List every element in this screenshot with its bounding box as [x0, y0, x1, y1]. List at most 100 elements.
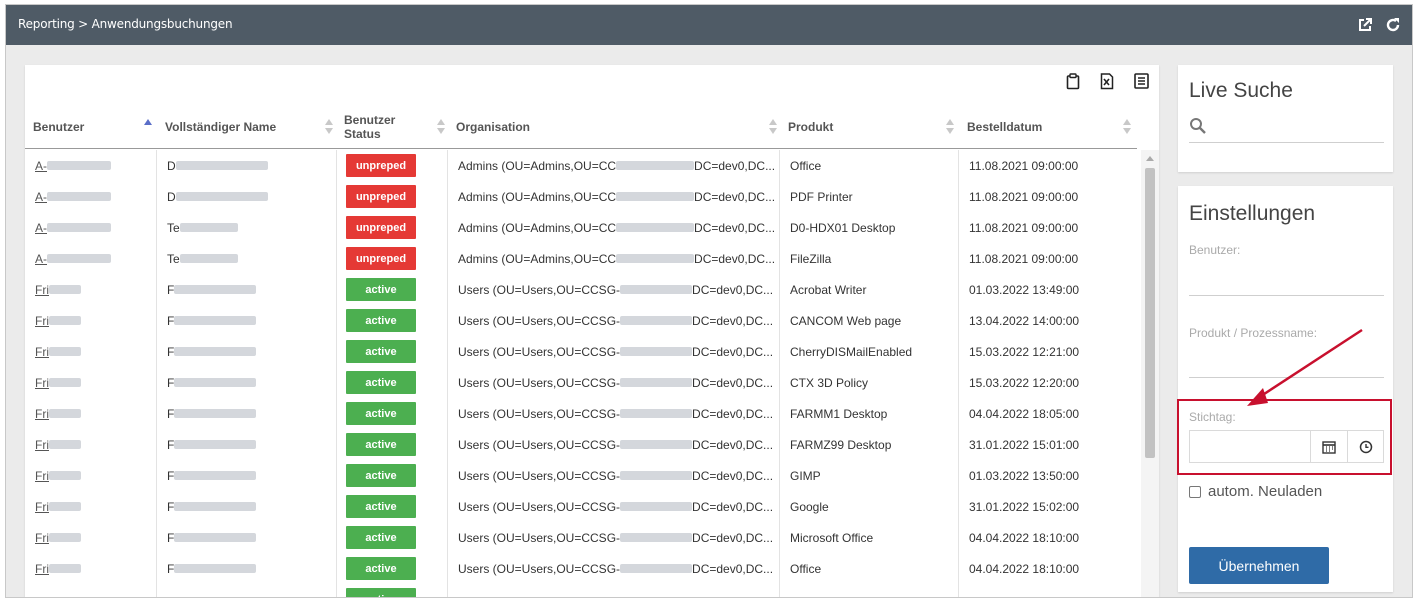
- redacted-text: [174, 502, 257, 511]
- user-link[interactable]: Fri: [35, 313, 49, 328]
- settings-title: Einstellungen: [1189, 202, 1316, 225]
- product-text: FARMZ99 Desktop: [790, 437, 892, 452]
- scrollbar-thumb[interactable]: [1145, 168, 1155, 458]
- product-cell: CANCOM Web page: [790, 305, 956, 336]
- organisation-cell: Admins (OU=Admins,OU=CC DC=dev0,DC...: [458, 212, 776, 243]
- full-name-cell: F: [167, 398, 335, 429]
- user-link[interactable]: Fri: [35, 344, 49, 359]
- product-text: PDF Printer: [790, 189, 853, 204]
- redacted-text: [620, 564, 693, 573]
- status-cell: active: [346, 491, 446, 522]
- redacted-text: [174, 409, 257, 418]
- redacted-text: [174, 440, 257, 449]
- calendar-icon[interactable]: [1310, 431, 1347, 462]
- sort-icon: [1123, 119, 1131, 135]
- order-date-cell: 11.08.2021 09:00:00: [969, 150, 1134, 181]
- full-name-text: D: [167, 189, 176, 204]
- user-cell: Fri: [35, 491, 153, 522]
- column-header-benutzer-status[interactable]: Benutzer Status: [344, 105, 451, 149]
- redacted-text: [174, 471, 257, 480]
- status-badge: unpreped: [346, 185, 416, 208]
- order-date-cell: [969, 584, 1134, 597]
- redacted-text: [620, 533, 693, 542]
- user-link[interactable]: A-: [35, 220, 47, 235]
- redacted-text: [49, 502, 81, 511]
- redacted-text: [49, 533, 81, 542]
- sort-icon: [946, 119, 954, 135]
- user-link[interactable]: Fri: [35, 499, 49, 514]
- column-header-bestelldatum[interactable]: Bestelldatum: [967, 105, 1137, 149]
- product-cell: [790, 584, 956, 597]
- table-row[interactable]: A- Te unpreped Admins (OU=Admins,OU=CC DC=de…: [25, 243, 1137, 274]
- live-search-input[interactable]: [1215, 117, 1380, 139]
- redacted-text: [174, 378, 257, 387]
- column-header-vollstaendiger-name[interactable]: Vollständiger Name: [165, 105, 339, 149]
- organisation-text-end: DC=dev0,DC...: [692, 468, 774, 483]
- vertical-scrollbar[interactable]: [1141, 150, 1159, 597]
- column-header-produkt[interactable]: Produkt: [788, 105, 960, 149]
- user-link[interactable]: Fri: [35, 530, 49, 545]
- user-link[interactable]: A-: [35, 158, 47, 173]
- organisation-text-start: Users (OU=Users,OU=CCSG-: [458, 344, 621, 359]
- full-name-text: F: [167, 561, 175, 576]
- organisation-cell: Admins (OU=Admins,OU=CC DC=dev0,DC...: [458, 150, 776, 181]
- redacted-text: [174, 285, 257, 294]
- status-cell: active: [346, 553, 446, 584]
- column-divider: [958, 150, 959, 597]
- full-name-cell: Te: [167, 243, 335, 274]
- autoreload-checkbox[interactable]: [1189, 485, 1201, 498]
- column-header-benutzer[interactable]: Benutzer: [33, 105, 158, 149]
- table-row[interactable]: active: [25, 584, 1137, 597]
- user-cell: Fri: [35, 522, 153, 553]
- external-link-icon[interactable]: [1355, 15, 1375, 35]
- organisation-cell: Users (OU=Users,OU=CCSG- DC=dev0,DC...: [458, 553, 776, 584]
- date-input[interactable]: [1194, 435, 1304, 459]
- clipboard-icon[interactable]: [1063, 71, 1083, 91]
- user-cell: Fri: [35, 336, 153, 367]
- list-icon[interactable]: [1131, 71, 1151, 91]
- product-text: Acrobat Writer: [790, 282, 867, 297]
- scroll-up-icon[interactable]: [1146, 156, 1154, 161]
- full-name-cell: F: [167, 522, 335, 553]
- refresh-icon[interactable]: [1383, 15, 1403, 35]
- user-link[interactable]: Fri: [35, 375, 49, 390]
- product-field[interactable]: [1189, 352, 1384, 377]
- product-text: Office: [790, 561, 822, 576]
- column-divider: [447, 150, 448, 597]
- user-link[interactable]: Fri: [35, 468, 49, 483]
- organisation-text-start: Users (OU=Users,OU=CCSG-: [458, 282, 621, 297]
- table-row[interactable]: A- Te unpreped Admins (OU=Admins,OU=CC DC=de…: [25, 212, 1137, 243]
- apply-button[interactable]: Übernehmen: [1189, 547, 1329, 584]
- user-link[interactable]: A-: [35, 189, 47, 204]
- column-header-organisation[interactable]: Organisation: [456, 105, 783, 149]
- user-label: Benutzer:: [1189, 243, 1241, 257]
- organisation-text-start: Admins (OU=Admins,OU=CC: [458, 158, 617, 173]
- clock-icon[interactable]: [1347, 431, 1384, 462]
- user-link[interactable]: Fri: [35, 282, 49, 297]
- organisation-text-end: DC=dev0,DC...: [692, 406, 774, 421]
- user-link[interactable]: Fri: [35, 561, 49, 576]
- user-link[interactable]: Fri: [35, 437, 49, 452]
- user-cell: A-: [35, 243, 153, 274]
- user-link[interactable]: A-: [35, 251, 47, 266]
- user-link[interactable]: Fri: [35, 406, 49, 421]
- user-field[interactable]: [1189, 270, 1384, 295]
- autoreload-option[interactable]: autom. Neuladen: [1189, 483, 1322, 500]
- order-date-text: 11.08.2021 09:00:00: [969, 220, 1079, 235]
- order-date-text: 11.08.2021 09:00:00: [969, 189, 1079, 204]
- excel-icon[interactable]: [1097, 71, 1117, 91]
- status-cell: unpreped: [346, 243, 446, 274]
